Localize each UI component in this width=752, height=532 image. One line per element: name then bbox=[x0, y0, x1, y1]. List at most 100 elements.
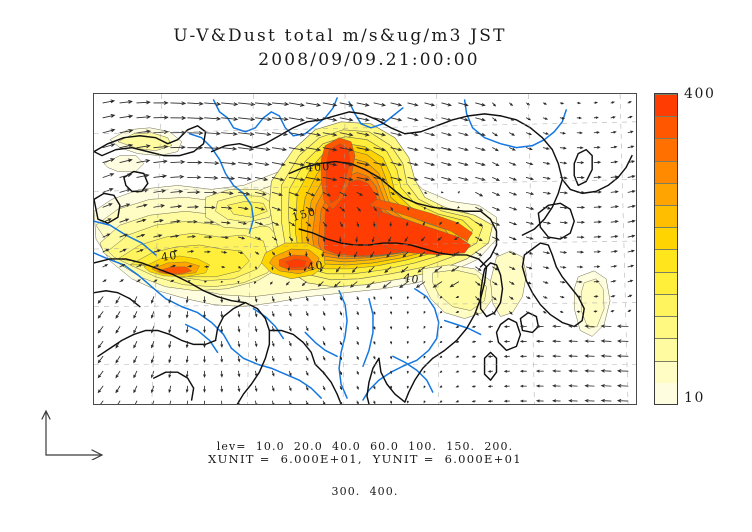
wind-vector bbox=[600, 324, 612, 328]
wind-vector bbox=[552, 339, 561, 343]
wind-vector bbox=[322, 147, 338, 152]
wind-vector bbox=[187, 175, 202, 180]
wind-vector bbox=[102, 218, 112, 223]
wind-vector bbox=[559, 310, 564, 314]
wind-vector bbox=[136, 264, 143, 268]
wind-vector bbox=[509, 251, 517, 255]
wind-vector bbox=[389, 296, 393, 300]
wind-vector bbox=[584, 369, 595, 373]
wind-vector bbox=[610, 280, 617, 283]
wind-vector bbox=[525, 147, 533, 151]
wind-vector bbox=[559, 295, 565, 299]
wind-vector bbox=[390, 117, 403, 122]
wind-vector bbox=[373, 311, 376, 316]
wind-vector bbox=[271, 355, 275, 362]
wind-vector bbox=[168, 296, 172, 304]
wind-vector bbox=[487, 340, 493, 343]
wind-vector bbox=[322, 236, 326, 243]
vector-scale-key bbox=[41, 409, 104, 460]
wind-vector bbox=[288, 162, 305, 167]
wind-vector bbox=[525, 117, 532, 121]
wind-vector bbox=[509, 296, 514, 300]
wind-vector bbox=[238, 147, 255, 151]
wind-vector bbox=[153, 234, 163, 238]
wind-vector bbox=[339, 296, 343, 301]
wind-vector bbox=[423, 370, 426, 374]
wind-vector bbox=[439, 325, 443, 329]
wind-vector bbox=[168, 340, 172, 349]
wind-vector bbox=[407, 206, 410, 211]
wind-vector bbox=[187, 250, 195, 253]
wind-vector bbox=[439, 221, 443, 226]
wind-vector bbox=[203, 296, 206, 304]
wind-vector bbox=[305, 296, 309, 302]
wind-vector bbox=[440, 206, 443, 210]
wind-vector bbox=[153, 249, 161, 253]
wind-vector bbox=[552, 399, 561, 403]
wind-vector bbox=[204, 220, 215, 224]
wind-vector bbox=[204, 400, 206, 404]
wind-vector bbox=[542, 221, 552, 225]
wind-vector bbox=[288, 340, 292, 347]
wind-vector bbox=[187, 265, 193, 268]
wind-vector bbox=[150, 311, 155, 319]
wind-vector bbox=[389, 311, 393, 315]
wind-vector bbox=[373, 162, 387, 167]
wind-vector bbox=[406, 221, 409, 227]
wind-vector bbox=[254, 385, 258, 392]
wind-vector bbox=[133, 311, 138, 319]
contour-label-2: 40 bbox=[306, 258, 324, 274]
wind-vector bbox=[366, 281, 375, 288]
wind-vector bbox=[542, 176, 552, 180]
wind-vector bbox=[390, 177, 403, 181]
wind-vector bbox=[432, 281, 443, 288]
wind-vector bbox=[102, 128, 116, 134]
wind-vector bbox=[301, 281, 307, 287]
wind-vector bbox=[339, 326, 343, 331]
wind-vector bbox=[559, 206, 569, 210]
wind-vector bbox=[170, 130, 187, 135]
wind-vector bbox=[492, 296, 497, 301]
wind-vector bbox=[221, 146, 238, 151]
wind-vector bbox=[115, 296, 121, 304]
wind-vector bbox=[356, 147, 370, 152]
colorbar-min-label: 10 bbox=[684, 390, 706, 406]
wind-vector bbox=[237, 370, 241, 378]
wind-vector bbox=[423, 355, 426, 359]
wind-vector bbox=[471, 385, 477, 388]
wind-vector bbox=[339, 162, 354, 167]
wind-vector bbox=[220, 280, 224, 283]
wind-vector bbox=[237, 280, 240, 284]
wind-vector bbox=[119, 203, 131, 208]
colorbar-band-13 bbox=[655, 93, 677, 117]
wind-vector bbox=[305, 236, 310, 242]
wind-vector bbox=[115, 326, 121, 334]
wind-vector bbox=[339, 206, 346, 212]
wind-vector bbox=[288, 221, 296, 227]
contour-label-3: 40 bbox=[160, 249, 178, 264]
wind-vector bbox=[455, 340, 460, 343]
wind-vector bbox=[525, 191, 535, 196]
wind-vector bbox=[133, 326, 138, 334]
figure-title: U-V&Dust total m/s&ug/m3 JST 2008/09/09.… bbox=[0, 24, 680, 72]
wind-vector bbox=[475, 266, 482, 272]
wind-vector bbox=[434, 266, 443, 273]
wind-vector bbox=[420, 236, 426, 242]
wind-vector bbox=[458, 132, 469, 137]
wind-vector bbox=[610, 145, 618, 149]
wind-vector bbox=[509, 191, 518, 196]
wind-vector bbox=[237, 296, 241, 303]
wind-vector bbox=[419, 251, 426, 258]
wind-vector bbox=[519, 354, 527, 358]
wind-vector bbox=[220, 326, 224, 333]
wind-vector bbox=[356, 340, 359, 346]
wind-vector bbox=[339, 400, 343, 404]
wind-vector bbox=[204, 250, 211, 254]
wind-vector bbox=[593, 116, 599, 119]
wind-vector bbox=[406, 311, 409, 315]
wind-vector bbox=[102, 188, 114, 193]
wind-vector bbox=[220, 355, 224, 363]
wind-vector bbox=[221, 102, 239, 107]
wind-vector bbox=[102, 248, 110, 253]
wind-vector bbox=[627, 145, 635, 149]
